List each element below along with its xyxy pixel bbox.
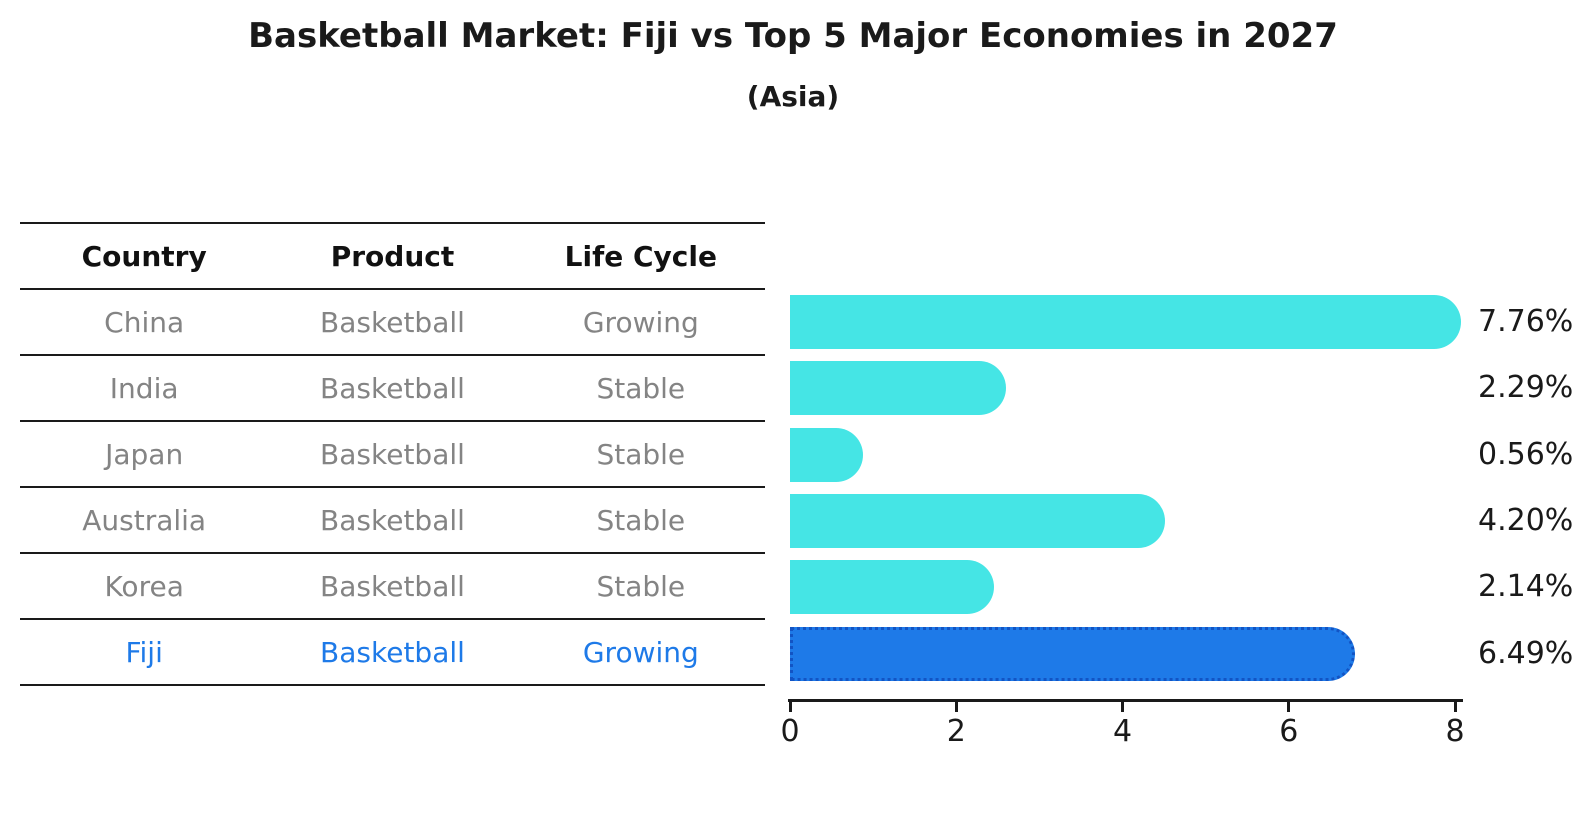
- x-axis-tick-label: 4: [1112, 714, 1133, 749]
- cell-life-cycle: Stable: [516, 487, 765, 554]
- x-axis-tick-label: 2: [946, 714, 966, 749]
- bar-value-label: 2.29%: [1478, 370, 1574, 406]
- table-row: Australia Basketball Stable: [20, 487, 765, 554]
- x-axis-tick-label: 6: [1279, 714, 1299, 749]
- column-header-country: Country: [20, 223, 269, 290]
- bar: [790, 493, 1166, 548]
- chart-subtitle: (Asia): [746, 80, 840, 113]
- cell-product: Basketball: [268, 619, 517, 686]
- x-axis-tick-label: 8: [1445, 714, 1465, 749]
- country-table: Country Product Life Cycle China Basketb…: [20, 222, 765, 686]
- bar: [790, 427, 863, 482]
- table-row: Korea Basketball Stable: [20, 553, 765, 620]
- chart-title: Basketball Market: Fiji vs Top 5 Major E…: [248, 16, 1338, 56]
- x-axis-tick: [1453, 702, 1457, 712]
- x-axis-tick: [788, 702, 792, 712]
- cell-life-cycle: Stable: [516, 553, 765, 620]
- x-axis-tick: [1121, 702, 1124, 712]
- cell-country: China: [20, 289, 269, 356]
- cell-life-cycle: Growing: [516, 619, 765, 686]
- x-axis-tick-label: 0: [780, 714, 800, 749]
- cell-life-cycle: Growing: [516, 289, 765, 356]
- table-row: India Basketball Stable: [20, 355, 765, 422]
- bar-value-label: 4.20%: [1478, 502, 1574, 538]
- x-axis-tick: [954, 702, 958, 712]
- bar-value-label: 7.76%: [1478, 304, 1574, 339]
- column-header-life-cycle: Life Cycle: [516, 223, 765, 290]
- bar: [790, 295, 1462, 349]
- cell-product: Basketball: [268, 421, 517, 488]
- x-axis-line: [788, 699, 1463, 702]
- bar-value-label: 6.49%: [1478, 635, 1574, 671]
- table-row: China Basketball Growing: [20, 289, 765, 356]
- cell-product: Basketball: [268, 355, 517, 422]
- cell-country: Fiji: [20, 619, 269, 686]
- cell-country: Australia: [20, 487, 269, 554]
- table-row: Japan Basketball Stable: [20, 421, 765, 488]
- bar: [790, 361, 1007, 416]
- cell-country: Korea: [20, 553, 269, 620]
- cell-product: Basketball: [268, 553, 517, 620]
- cell-product: Basketball: [268, 289, 517, 356]
- table-row-fiji: Fiji Basketball Growing: [20, 619, 765, 686]
- column-header-product: Product: [268, 223, 517, 290]
- bar-fiji: [790, 626, 1356, 681]
- bar: [790, 560, 994, 615]
- bar-value-label: 0.56%: [1478, 436, 1574, 472]
- cell-life-cycle: Stable: [516, 421, 765, 488]
- table-body: China Basketball Growing India Basketbal…: [20, 289, 765, 686]
- cell-product: Basketball: [268, 487, 517, 554]
- cell-life-cycle: Stable: [516, 355, 765, 422]
- bar-value-label: 2.14%: [1478, 569, 1574, 605]
- table-header-row: Country Product Life Cycle: [20, 223, 765, 290]
- cell-country: India: [20, 355, 269, 422]
- x-axis-tick: [1287, 702, 1291, 712]
- cell-country: Japan: [20, 421, 269, 488]
